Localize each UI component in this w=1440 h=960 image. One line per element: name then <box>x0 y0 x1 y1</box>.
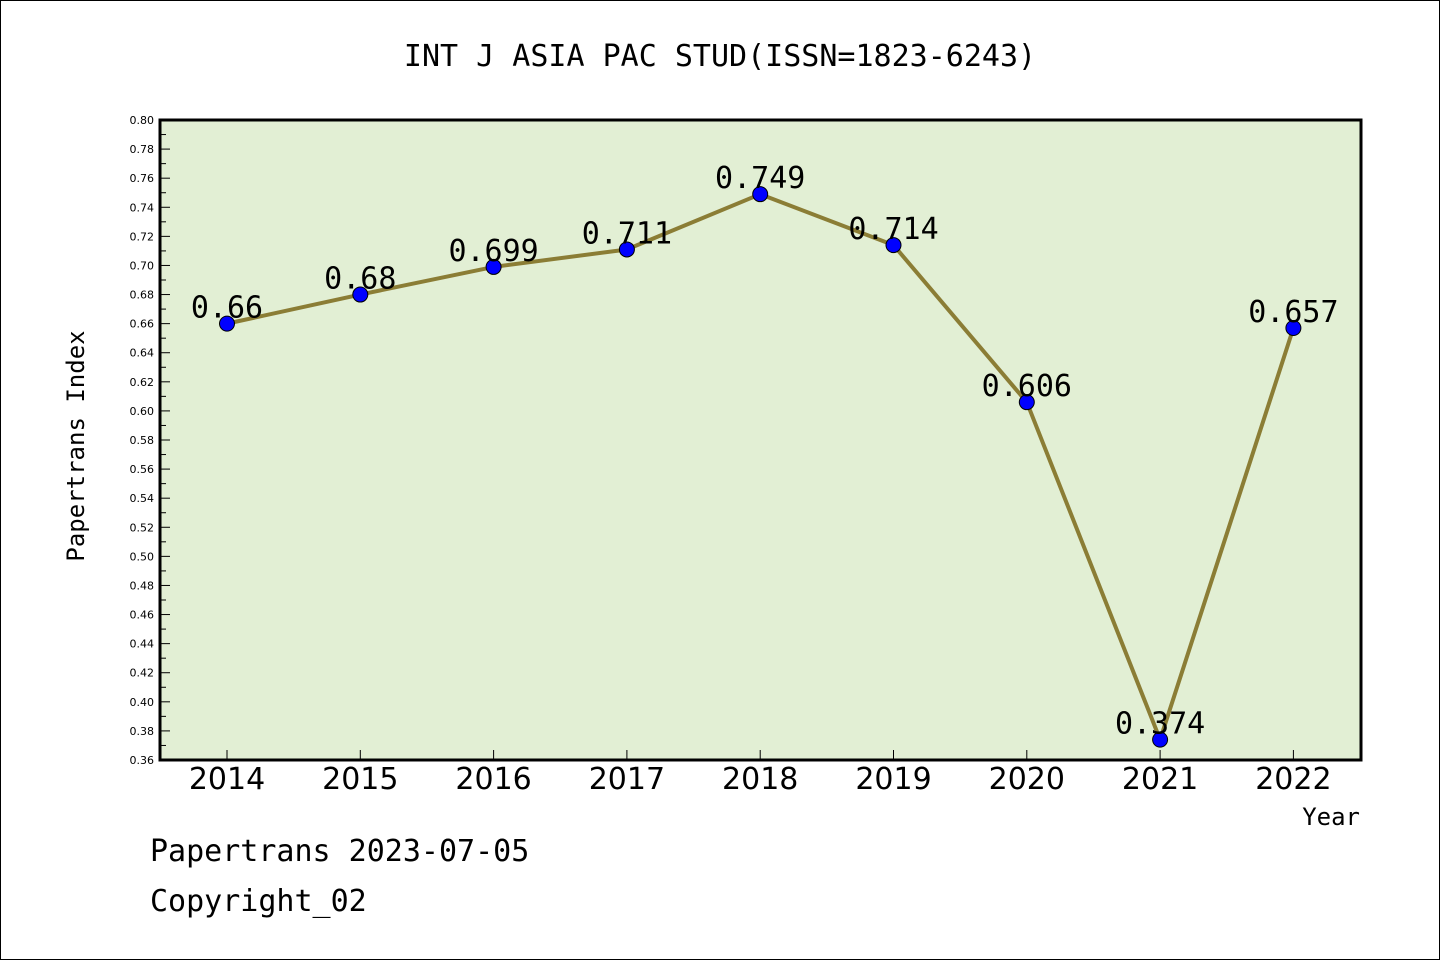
data-point-marker <box>1152 731 1169 748</box>
y-tick-label: 0.64 <box>130 347 155 360</box>
data-point-marker <box>885 237 902 254</box>
chart-title: INT J ASIA PAC STUD(ISSN=1823-6243) <box>404 39 1036 74</box>
y-tick-label: 0.38 <box>130 725 155 738</box>
data-point-marker <box>752 186 769 203</box>
data-point-label: 0.657 <box>1248 295 1338 330</box>
x-tick-label: 2014 <box>189 762 265 797</box>
data-point-label: 0.374 <box>1115 707 1205 742</box>
y-tick-label: 0.54 <box>130 492 155 505</box>
x-tick-label: 2022 <box>1255 762 1331 797</box>
data-markers <box>219 186 1302 748</box>
footer-copyright-text: Copyright_02 <box>150 884 367 919</box>
x-tick-label: 2019 <box>855 762 931 797</box>
y-tick-label: 0.72 <box>130 230 155 243</box>
data-point-label: 0.66 <box>191 291 263 326</box>
y-tick-label: 0.80 <box>130 114 155 127</box>
y-tick-label: 0.40 <box>130 696 155 709</box>
y-tick-label: 0.50 <box>130 550 155 563</box>
x-axis-label: Year <box>1302 803 1360 831</box>
x-tick-label: 2016 <box>455 762 531 797</box>
y-tick-label: 0.74 <box>130 201 155 214</box>
y-axis: 0.36 0.38 0.40 0.42 0.44 0.46 0.48 0.50 0.52 0.54… <box>130 114 170 767</box>
y-tick-label: 0.42 <box>130 667 155 680</box>
y-tick-label: 0.62 <box>130 376 155 389</box>
data-point-label: 0.606 <box>982 369 1072 404</box>
data-point-label: 0.714 <box>848 212 938 247</box>
y-tick-label: 0.70 <box>130 259 155 272</box>
data-point-label: 0.699 <box>448 234 538 269</box>
y-tick-label: 0.58 <box>130 434 155 447</box>
data-point-marker <box>219 315 235 332</box>
data-point-marker <box>1285 320 1302 336</box>
data-point-marker <box>1018 394 1035 411</box>
data-point-label: 0.68 <box>324 262 396 297</box>
y-tick-label: 0.56 <box>130 463 155 476</box>
data-point-marker <box>352 286 369 303</box>
y-tick-label: 0.66 <box>130 318 155 331</box>
y-tick-label: 0.48 <box>130 579 155 592</box>
y-tick-label: 0.52 <box>130 521 155 534</box>
data-labels: 0.66 0.68 0.699 0.711 0.749 0.714 0.606 0.374 0.… <box>191 161 1339 741</box>
y-tick-label: 0.60 <box>130 405 155 418</box>
x-tick-label: 2021 <box>1122 762 1198 797</box>
data-point-marker <box>618 241 635 258</box>
y-tick-label: 0.68 <box>130 289 155 302</box>
footer-date-text: Papertrans 2023-07-05 <box>150 834 530 869</box>
x-tick-label: 2017 <box>589 762 665 797</box>
x-axis: 2014 2015 2016 2017 2018 2019 2020 2021 2022 <box>189 750 1332 797</box>
x-tick-label: 2018 <box>722 762 798 797</box>
y-tick-label: 0.78 <box>130 143 155 156</box>
y-tick-label: 0.76 <box>130 172 155 185</box>
data-point-label: 0.711 <box>582 216 672 251</box>
x-tick-label: 2015 <box>322 762 398 797</box>
y-tick-label: 0.44 <box>130 638 155 651</box>
data-point-label: 0.749 <box>715 161 805 196</box>
y-tick-label: 0.46 <box>130 609 155 622</box>
data-point-marker <box>485 258 502 275</box>
plot-area <box>158 118 1363 762</box>
y-tick-label: 0.36 <box>130 754 155 767</box>
y-axis-label: Papertrans Index <box>62 330 90 561</box>
x-tick-label: 2020 <box>989 762 1065 797</box>
